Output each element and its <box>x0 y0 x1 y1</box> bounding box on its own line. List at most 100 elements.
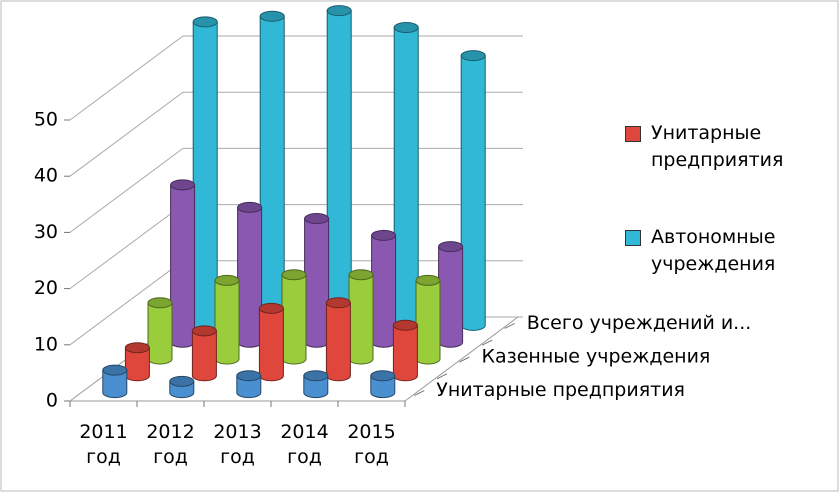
cylinder-part <box>392 324 418 382</box>
depth-label: Унитарные предприятия <box>436 379 685 401</box>
y-tick-label: 20 <box>34 277 58 299</box>
cylinder-part <box>170 179 196 191</box>
cylinder <box>259 10 285 331</box>
tick-mark <box>504 322 515 329</box>
cylinder-part <box>325 302 351 382</box>
cylinder-part <box>326 5 352 17</box>
cylinder <box>304 213 330 348</box>
cylinder <box>258 302 284 382</box>
cylinder-part <box>304 218 330 348</box>
cylinder-part <box>102 369 128 399</box>
cylinder-part <box>460 55 486 331</box>
grid-line <box>69 91 523 177</box>
cylinder-part <box>169 375 195 387</box>
cylinder <box>124 342 150 382</box>
y-tick-label: 40 <box>34 165 58 187</box>
cylinder <box>370 370 396 399</box>
cylinder-part <box>170 184 196 348</box>
cylinder-part <box>348 274 374 365</box>
cylinder <box>415 274 441 365</box>
cylinder-part <box>393 27 419 331</box>
x-tick-label: 2014 год <box>273 420 337 470</box>
cylinder-part <box>236 370 262 382</box>
cylinder-part <box>415 279 441 365</box>
cylinder-part <box>192 21 218 331</box>
cylinder-part <box>281 274 307 365</box>
cylinder <box>371 229 397 348</box>
depth-label: Всего учреждений и... <box>527 312 752 334</box>
cylinder-part <box>236 375 262 399</box>
label: 2015 год <box>347 421 396 468</box>
cylinder <box>392 319 418 382</box>
label: 2014 год <box>280 421 329 468</box>
y-tick-label: 30 <box>34 221 58 243</box>
cylinder-part <box>370 375 396 399</box>
legend-item: Унитарные предприятия <box>625 120 839 174</box>
cylinder-part <box>237 201 263 213</box>
legend-swatch <box>625 126 641 142</box>
cylinder-part <box>259 15 285 331</box>
cylinder-part <box>258 307 284 382</box>
y-tick-label: 50 <box>34 109 58 131</box>
cylinder-part <box>191 325 217 337</box>
cylinder-part <box>392 319 418 331</box>
cylinder <box>326 5 352 331</box>
cylinder-part <box>258 302 284 314</box>
floor-edge <box>404 316 519 402</box>
legend-swatch <box>625 230 641 246</box>
tick-mark <box>436 373 448 380</box>
tick-mark <box>459 356 470 363</box>
cylinder <box>438 241 464 348</box>
label: 2012 год <box>146 421 195 468</box>
cylinder-part <box>102 364 128 376</box>
grid-line <box>69 147 523 233</box>
cylinder-part <box>393 22 419 34</box>
legend-item: Автономные учреждения <box>625 224 839 278</box>
cylinder <box>325 297 351 382</box>
tick-mark <box>414 390 425 397</box>
cylinder-part <box>460 50 486 62</box>
cylinder-part <box>259 10 285 22</box>
cylinder-part <box>214 274 240 286</box>
cylinder-part <box>147 297 173 309</box>
cylinder-part <box>438 246 464 348</box>
cylinder-part <box>214 279 240 365</box>
cylinder <box>303 370 329 399</box>
depth-label: Казенные учреждения <box>482 346 711 368</box>
cylinder-part <box>371 229 397 241</box>
label: 2011 год <box>79 421 128 468</box>
cylinder-part <box>370 370 396 382</box>
cylinder-part <box>191 330 217 382</box>
cylinder-part <box>348 269 374 281</box>
cylinder <box>102 364 128 399</box>
cylinder-part <box>237 206 263 348</box>
cylinder-part <box>281 269 307 281</box>
cylinder-part <box>304 213 330 225</box>
cylinder <box>170 179 196 348</box>
tick-mark <box>481 339 493 346</box>
cylinder <box>281 269 307 365</box>
y-tick-label: 0 <box>46 390 58 412</box>
x-tick-label: 2012 год <box>139 420 203 470</box>
cylinder <box>192 16 218 331</box>
label: Унитарные предприятия <box>651 122 784 171</box>
cylinder-part <box>192 16 218 28</box>
cylinder-part <box>326 10 352 331</box>
grid-line <box>69 35 523 121</box>
cylinder <box>348 269 374 365</box>
cylinder-part <box>325 297 351 309</box>
cylinder <box>237 201 263 348</box>
x-tick-label: 2013 год <box>206 420 270 470</box>
x-tick-label: 2015 год <box>340 420 404 470</box>
cylinder <box>460 50 486 331</box>
cylinder <box>191 325 217 382</box>
cylinder-part <box>415 274 441 286</box>
cylinder-part <box>371 234 397 348</box>
cylinder <box>214 274 240 365</box>
cylinder <box>169 375 195 399</box>
cylinder <box>147 297 173 365</box>
cylinder-part <box>124 342 150 354</box>
